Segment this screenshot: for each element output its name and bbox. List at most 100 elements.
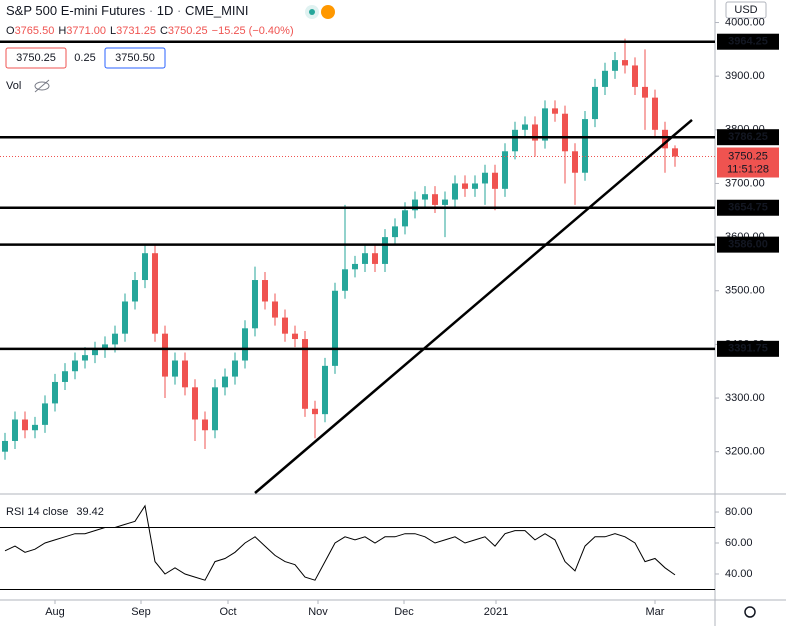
separator: · (173, 3, 185, 18)
y-tick-label: 3300.00 (725, 392, 765, 404)
rsi-name: RSI 14 close (6, 506, 68, 518)
x-tick-label: Nov (308, 606, 328, 618)
rsi-y-tick-label: 80.00 (725, 506, 753, 518)
candle-body (182, 360, 188, 388)
candle-body (592, 86, 598, 120)
last-price-box (717, 147, 779, 178)
candle-body (332, 290, 338, 366)
candle-body (72, 360, 78, 372)
candle-body (472, 183, 478, 189)
candle-body (512, 129, 518, 152)
candle-body (492, 172, 498, 189)
level-label-box (717, 129, 779, 146)
y-tick-label: 4000.00 (725, 16, 765, 28)
ohlc-value: 3731.25 (116, 25, 156, 37)
candle-body (632, 65, 638, 87)
candle-body (102, 344, 108, 350)
candle-body (352, 263, 358, 270)
ohlc-key: C (160, 25, 168, 37)
candle-body (252, 280, 258, 329)
symbol: S&P 500 E-mini Futures (6, 3, 146, 18)
level-label: 3786.25 (728, 131, 768, 143)
rsi-y-tick-label: 40.00 (725, 568, 753, 580)
sell-button[interactable] (5, 47, 67, 69)
bid: 3750.25 (16, 52, 56, 64)
candle-body (112, 333, 118, 345)
rsi-y-tick-label: 60.00 (725, 537, 753, 549)
y-tick-label: 3700.00 (725, 177, 765, 189)
ohlc-key: L (110, 25, 116, 37)
candle-body (242, 328, 248, 361)
x-tick-label: Mar (646, 606, 665, 618)
interval: 1D (157, 3, 174, 18)
candle-body (12, 419, 18, 441)
y-tick-label: 3900.00 (725, 70, 765, 82)
candle-body (202, 419, 208, 431)
candle-body (302, 339, 308, 409)
buy-button[interactable] (104, 47, 166, 69)
candle-body (582, 119, 588, 173)
ohlc-key: H (58, 25, 66, 37)
level-label: 3964.25 (728, 36, 768, 48)
candle-body (192, 387, 198, 420)
trendline (254, 118, 693, 494)
x-tick-label: Aug (45, 606, 65, 618)
level-label-box (717, 340, 779, 357)
x-tick-label: Sep (131, 606, 151, 618)
rsi-value: 39.42 (76, 506, 104, 518)
candle-body (92, 349, 98, 356)
y-tick-label: 3500.00 (725, 285, 765, 297)
hide-icon[interactable] (34, 79, 50, 93)
rsi-title: RSI 14 close 39.42 (6, 506, 104, 518)
ohlc-legend: O3765.50 H3771.00 L3731.25 C3750.25 −15.25 (… (6, 25, 294, 37)
candle-body (652, 97, 658, 130)
volume-label: Vol (6, 80, 21, 92)
last-price-label: 3750.25 (728, 150, 768, 162)
candle-body (412, 199, 418, 211)
candle-body (232, 360, 238, 377)
candle-body (392, 226, 398, 238)
candle-body (132, 280, 138, 302)
candle-body (522, 124, 528, 130)
level-label: 3586.00 (728, 239, 768, 251)
candle-body (452, 183, 458, 200)
candle-body (342, 269, 348, 291)
candle-body (542, 108, 548, 141)
candle-body (272, 301, 278, 318)
candle-body (442, 199, 448, 205)
ohlc-key: O (6, 25, 15, 37)
status-dot-inner (309, 9, 315, 15)
candle-body (432, 194, 438, 205)
candle-body (62, 371, 68, 382)
level-label-box (717, 199, 779, 216)
level-label-box (717, 33, 779, 50)
candle-body (42, 403, 48, 425)
currency-box[interactable] (725, 1, 767, 19)
candle-body (612, 60, 618, 71)
candle-body (552, 108, 558, 114)
candle-body (162, 333, 168, 377)
candle-body (662, 129, 668, 149)
ohlc-value: 3771.00 (66, 25, 106, 37)
change: −15.25 (−0.40%) (212, 25, 294, 37)
separator: · (145, 3, 157, 18)
ohlc-value: 3765.50 (15, 25, 55, 37)
candle-body (212, 387, 218, 431)
candle-body (142, 253, 148, 281)
ask: 3750.50 (115, 52, 155, 64)
x-tick-label: 2021 (484, 606, 508, 618)
candle-body (672, 148, 678, 157)
x-tick-label: Dec (394, 606, 414, 618)
candle-body (572, 151, 578, 173)
candle-body (292, 333, 298, 340)
rsi-line (4, 504, 676, 581)
exchange: CME_MINI (185, 3, 249, 18)
candle-body (32, 424, 38, 431)
level-label: 3654.75 (728, 202, 768, 214)
candle-body (2, 440, 8, 452)
candle-body (362, 253, 368, 264)
candle-body (602, 70, 608, 87)
settings-icon[interactable] (744, 606, 756, 618)
